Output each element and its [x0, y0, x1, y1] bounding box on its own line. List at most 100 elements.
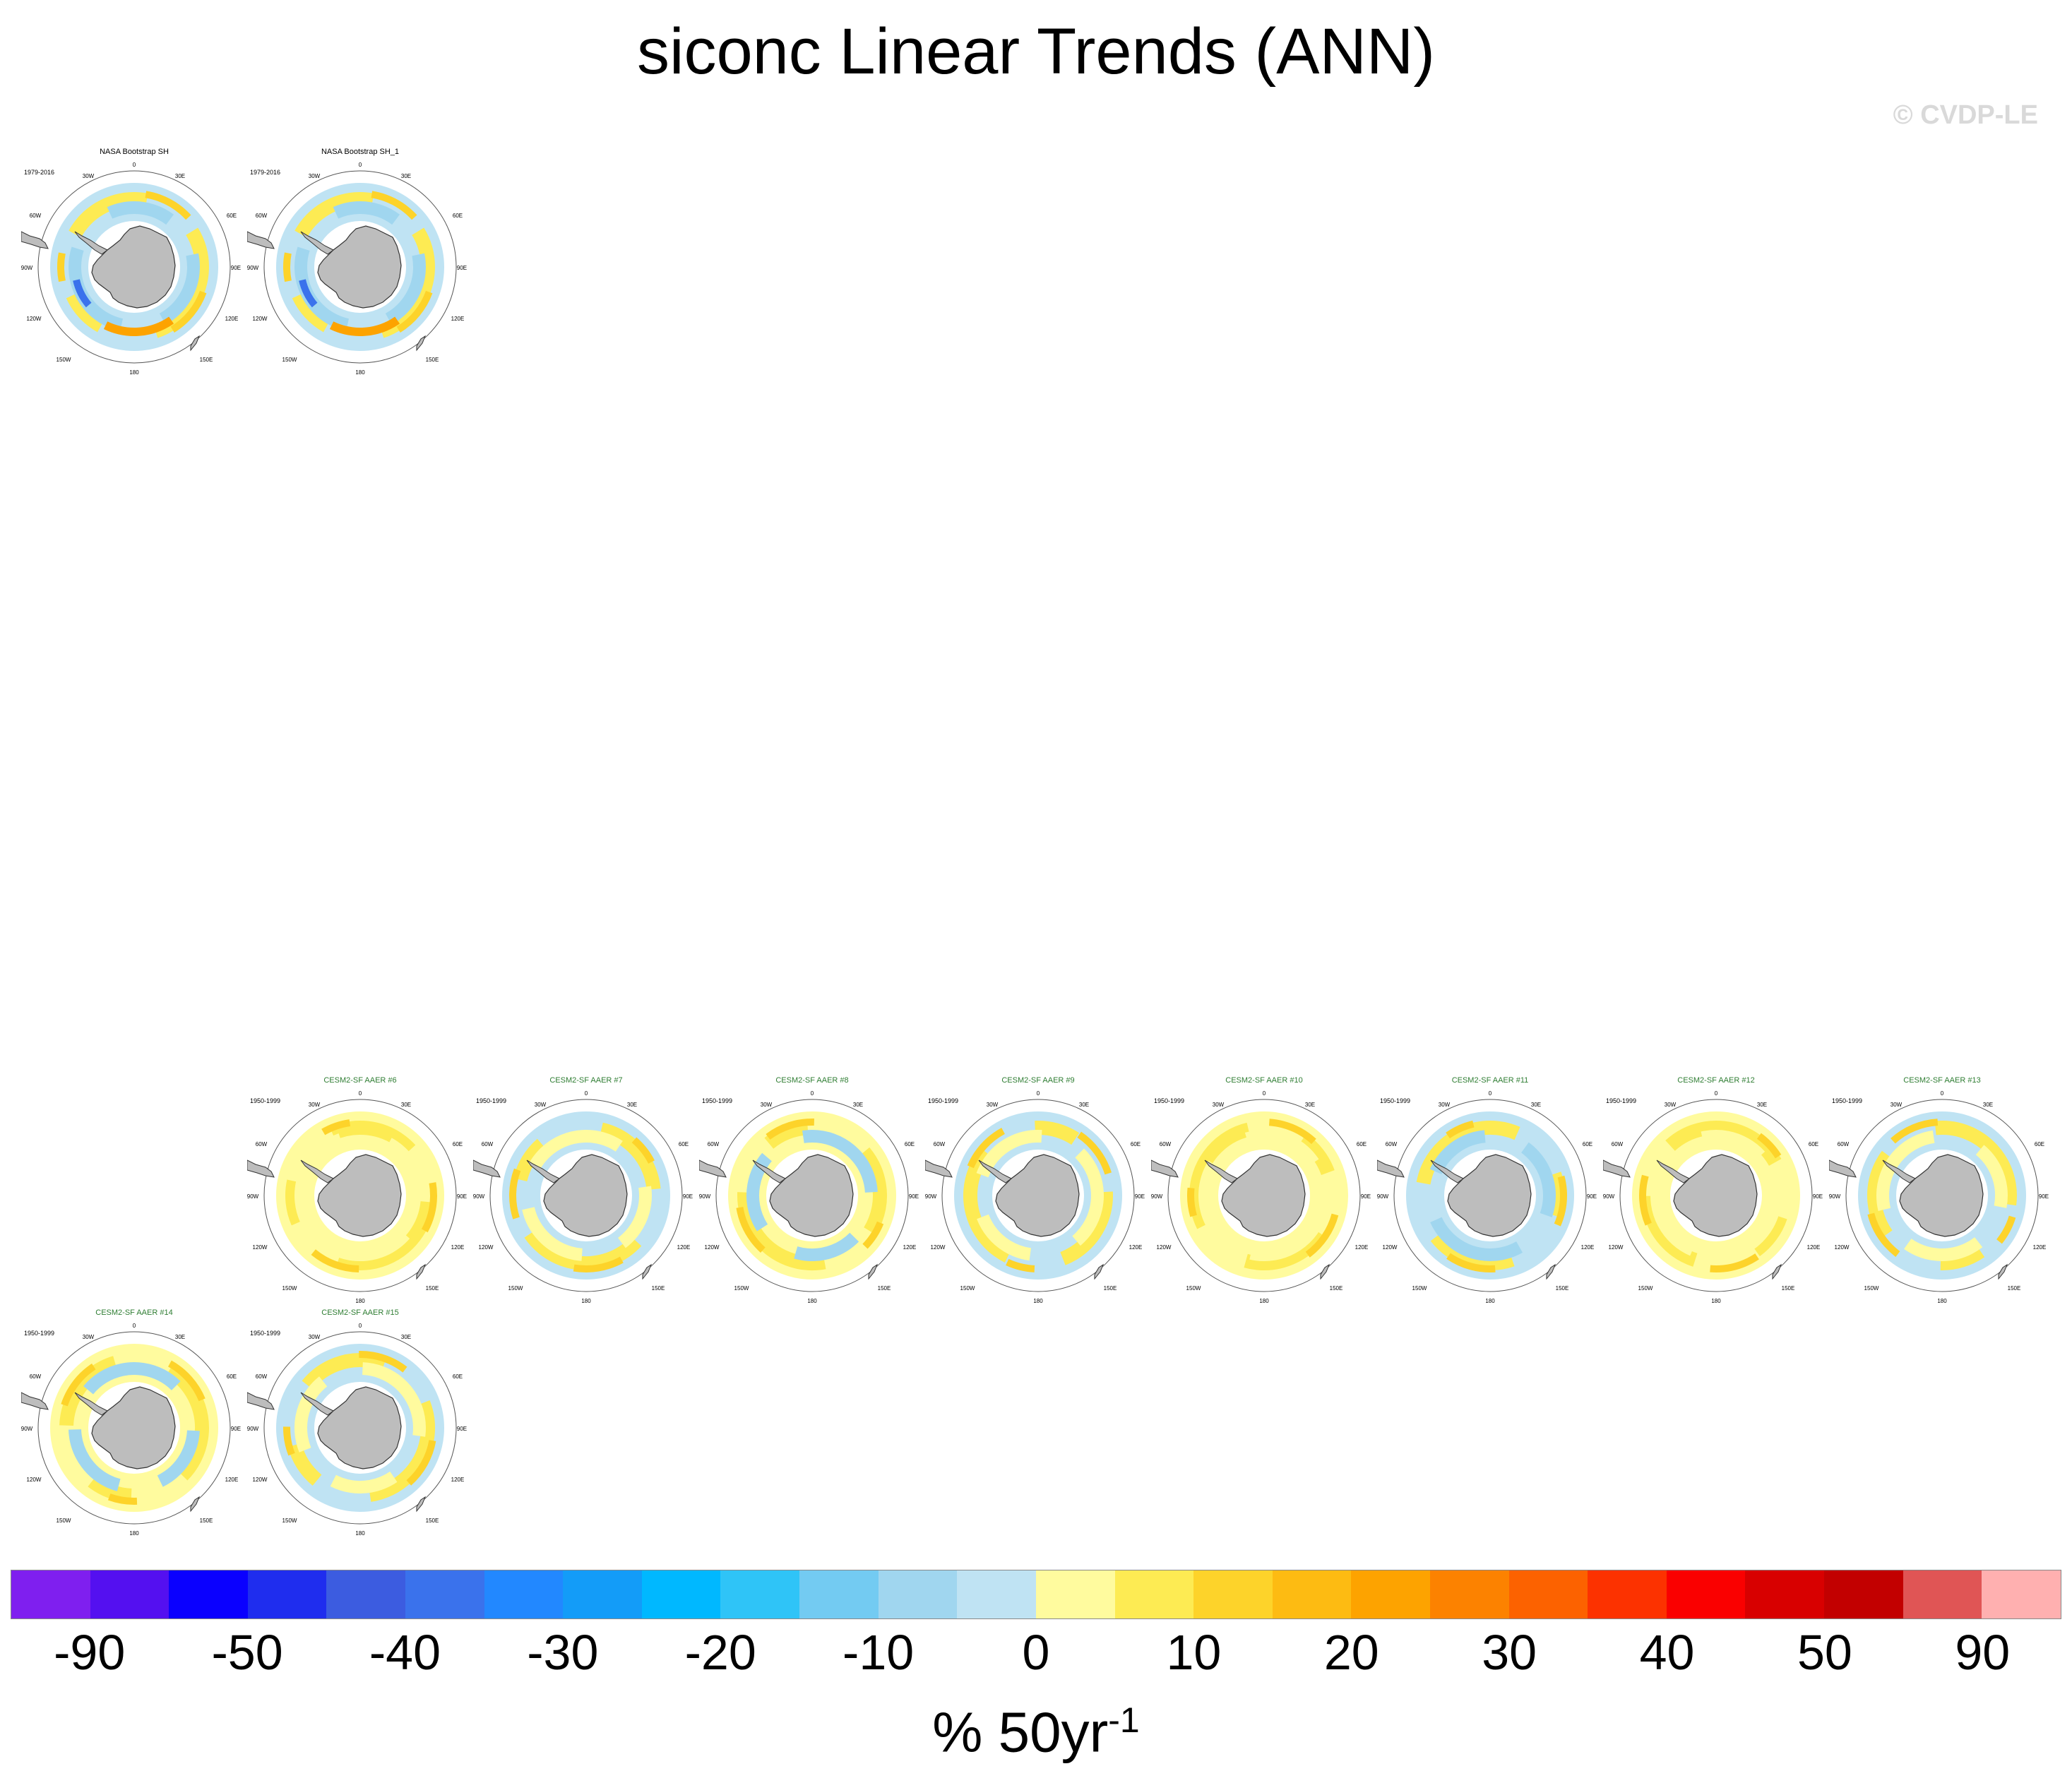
panel-title: CESM2-SF AAER #8	[775, 1076, 849, 1085]
longitude-label: 30W	[309, 1334, 321, 1340]
colorbar-swatch	[720, 1570, 800, 1618]
longitude-label: 150W	[56, 357, 71, 363]
longitude-label: 120W	[479, 1244, 494, 1251]
longitude-label: 30W	[987, 1102, 999, 1108]
longitude-label: 30E	[401, 1334, 411, 1340]
longitude-label: 30E	[1531, 1102, 1541, 1108]
longitude-label: 90W	[925, 1193, 937, 1200]
longitude-label: 150W	[734, 1285, 749, 1292]
longitude-label: 60W	[1386, 1141, 1398, 1147]
longitude-label: 120W	[705, 1244, 720, 1251]
longitude-label: 90E	[683, 1193, 693, 1200]
colorbar-swatch	[563, 1570, 642, 1618]
longitude-label: 60W	[1838, 1141, 1850, 1147]
longitude-label: 150W	[508, 1285, 523, 1292]
panel-title: CESM2-SF AAER #10	[1225, 1076, 1303, 1085]
longitude-label: 150E	[1330, 1285, 1343, 1292]
map-panel: CESM2-SF AAER #10 1950-1999 0 30W 30E 60W 60E 9…	[1151, 1075, 1377, 1308]
longitude-label: 0	[811, 1090, 814, 1097]
longitude-label: 90W	[1603, 1193, 1615, 1200]
longitude-label: 150E	[426, 1285, 439, 1292]
longitude-label: 0	[133, 162, 136, 168]
colorbar-swatch	[641, 1570, 721, 1618]
longitude-label: 60E	[1131, 1141, 1141, 1147]
longitude-label: 120E	[451, 1244, 465, 1251]
colorbar-tick-label: 90	[1955, 1625, 2011, 1680]
longitude-label: 120W	[27, 316, 42, 322]
panel-period: 1950-1999	[24, 1330, 55, 1337]
map-panel: CESM2-SF AAER #14 1950-1999 0 30W 30E 60W 60E 9…	[21, 1308, 247, 1541]
panel-period: 1950-1999	[1380, 1097, 1411, 1104]
longitude-label: 30W	[535, 1102, 547, 1108]
longitude-label: 120E	[1129, 1244, 1143, 1251]
longitude-label: 150W	[1186, 1285, 1201, 1292]
longitude-label: 150W	[1864, 1285, 1879, 1292]
map-panel: CESM2-SF AAER #13 1950-1999 0 30W 30E 60W 60E 9…	[1829, 1075, 2055, 1308]
longitude-label: 60W	[1160, 1141, 1172, 1147]
longitude-label: 120E	[225, 1477, 239, 1483]
longitude-label: 180	[807, 1298, 817, 1304]
panel-period: 1979-2016	[250, 169, 281, 176]
longitude-label: 90E	[457, 265, 467, 271]
longitude-label: 90E	[1361, 1193, 1371, 1200]
colorbar-swatch	[326, 1570, 406, 1618]
longitude-label: 0	[1941, 1090, 1944, 1097]
colorbar-tick-label: -50	[211, 1625, 283, 1680]
panel-period: 1950-1999	[250, 1097, 281, 1104]
longitude-label: 30W	[1213, 1102, 1225, 1108]
polar-map: 0 30W 30E 60W 60E 90W 90E 120W 120E 150W 150E 180	[1151, 1090, 1371, 1304]
polar-map: 0 30W 30E 60W 60E 90W 90E 120W 120E 150W 150E 180	[1603, 1090, 1823, 1304]
longitude-label: 150W	[1638, 1285, 1653, 1292]
longitude-label: 0	[1489, 1090, 1492, 1097]
longitude-label: 30W	[83, 173, 95, 179]
longitude-label: 180	[1033, 1298, 1043, 1304]
longitude-label: 30E	[175, 173, 185, 179]
longitude-label: 120E	[1355, 1244, 1369, 1251]
panel-title: CESM2-SF AAER #11	[1451, 1076, 1529, 1085]
longitude-label: 60W	[256, 1141, 268, 1147]
colorbar-tick-label: -10	[843, 1625, 915, 1680]
longitude-label: 60W	[1612, 1141, 1624, 1147]
colorbar-tick-label: 40	[1639, 1625, 1695, 1680]
longitude-label: 30E	[401, 173, 411, 179]
panel-period: 1950-1999	[702, 1097, 733, 1104]
longitude-label: 120E	[1581, 1244, 1595, 1251]
map-panel: CESM2-SF AAER #12 1950-1999 0 30W 30E 60W 60E 9…	[1603, 1075, 1829, 1308]
longitude-label: 120E	[677, 1244, 691, 1251]
polar-map: 0 30W 30E 60W 60E 90W 90E 120W 120E 150W 150E 180	[247, 1090, 467, 1304]
longitude-label: 90E	[1135, 1193, 1145, 1200]
colorbar-tick-label: -90	[54, 1625, 126, 1680]
colorbar-swatch	[1745, 1570, 1825, 1618]
longitude-label: 0	[133, 1323, 136, 1329]
longitude-label: 60W	[256, 1373, 268, 1380]
colorbar-swatch	[247, 1570, 327, 1618]
longitude-label: 30E	[1079, 1102, 1089, 1108]
longitude-label: 120E	[1807, 1244, 1821, 1251]
map-panel: CESM2-SF AAER #15 1950-1999 0 30W 30E 60W 60E 9…	[247, 1308, 473, 1541]
longitude-label: 30E	[627, 1102, 637, 1108]
colorbar-swatch	[799, 1570, 879, 1618]
watermark: © CVDP-LE	[1893, 100, 2038, 130]
longitude-label: 60E	[1809, 1141, 1818, 1147]
longitude-label: 120W	[1157, 1244, 1172, 1251]
longitude-label: 30E	[853, 1102, 863, 1108]
panel-title: CESM2-SF AAER #6	[323, 1076, 397, 1085]
longitude-label: 120W	[253, 1244, 268, 1251]
panel-title: NASA Bootstrap SH	[100, 148, 169, 156]
panel-title: NASA Bootstrap SH_1	[321, 148, 400, 156]
longitude-label: 90W	[21, 1426, 33, 1432]
longitude-label: 30W	[83, 1334, 95, 1340]
longitude-label: 150W	[1412, 1285, 1427, 1292]
map-panel: CESM2-SF AAER #8 1950-1999 0 30W 30E 60W 60E 90…	[699, 1075, 925, 1308]
longitude-label: 120W	[1383, 1244, 1398, 1251]
panel-title: CESM2-SF AAER #9	[1001, 1076, 1075, 1085]
map-panel: CESM2-SF AAER #6 1950-1999 0 30W 30E 60W 60E 90…	[247, 1075, 473, 1308]
longitude-label: 120W	[1609, 1244, 1624, 1251]
panel-period: 1950-1999	[1154, 1097, 1185, 1104]
colorbar-swatch	[1272, 1570, 1352, 1618]
map-panel: NASA Bootstrap SH_1 1979-2016 0 30W 30E 60W 60…	[247, 147, 473, 380]
longitude-label: 60W	[30, 1373, 42, 1380]
longitude-label: 150E	[1782, 1285, 1795, 1292]
longitude-label: 90E	[2039, 1193, 2049, 1200]
longitude-label: 120W	[1835, 1244, 1850, 1251]
